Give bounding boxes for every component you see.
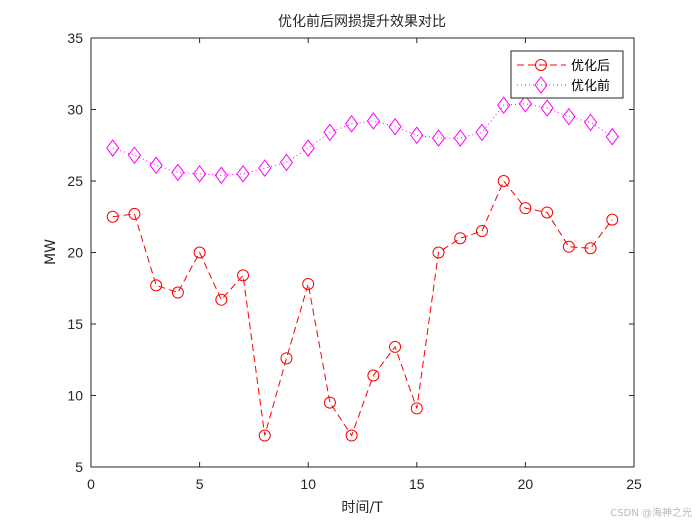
circle-marker-icon [280,352,293,365]
diamond-marker-icon [301,139,315,157]
diamond-marker-icon [534,76,548,94]
x-tick-label: 0 [87,476,95,492]
circle-marker-icon [541,206,554,219]
plot-area [90,37,635,468]
diamond-marker-icon [192,165,207,183]
diamond-marker-icon [236,165,250,183]
diamond-marker-icon [106,139,120,157]
x-tick-label: 20 [518,476,534,492]
circle-marker-icon [302,277,315,290]
legend-item: 优化后 [517,59,610,74]
circle-marker-icon [389,340,402,353]
y-axis-label: MW [43,239,59,265]
circle-marker-icon [193,246,206,259]
watermark: CSDN @海神之光 [610,508,692,519]
diamond-marker-icon [518,94,533,113]
diamond-marker-icon [345,114,359,133]
y-tick-label: 30 [67,102,83,118]
diamond-marker-icon [323,123,337,142]
circle-marker-icon [106,210,119,223]
diamond-marker-icon [475,123,489,142]
diamond-marker-icon [540,99,554,117]
x-tick-label: 10 [300,476,316,492]
legend-label: 优化前 [571,78,610,94]
diamond-marker-icon [279,153,294,172]
circle-marker-icon [237,269,250,282]
diamond-marker-icon [453,129,467,147]
legend-item: 优化前 [517,76,610,94]
x-tick-label: 5 [196,476,204,492]
circle-marker-icon [150,279,163,292]
diamond-marker-icon [431,129,446,147]
diamond-marker-icon [562,107,576,126]
circle-marker-icon [584,242,597,255]
diamond-marker-icon [583,113,598,132]
circle-marker-icon [128,207,141,220]
y-tick-label: 20 [67,245,83,261]
circle-marker-icon [606,213,619,226]
x-axis-label: 时间/T [341,500,383,516]
x-tick-label: 15 [409,476,425,492]
diamond-marker-icon [149,156,163,175]
y-tick-label: 15 [67,316,83,332]
circle-marker-icon [454,232,467,245]
y-tick-label: 5 [75,459,83,475]
circle-marker-icon [562,240,575,253]
diamond-marker-icon [410,126,424,145]
legend-label: 优化后 [571,59,610,74]
y-tick-label: 35 [67,30,83,46]
circle-marker-icon [367,369,380,382]
diamond-marker-icon [171,163,185,182]
circle-marker-icon [475,225,488,238]
y-tick-label: 10 [67,388,83,404]
y-tick-label: 25 [67,173,83,189]
circle-marker-icon [410,402,423,415]
chart-title: 优化前后网损提升效果对比 [278,13,446,30]
diamond-marker-icon [127,146,142,165]
circle-marker-icon [432,246,445,259]
diamond-marker-icon [388,117,402,136]
x-tick-label: 25 [626,476,642,492]
diamond-marker-icon [258,159,272,177]
circle-marker-icon [535,59,547,71]
legend-box [510,50,624,99]
series-layer [106,94,619,442]
circle-marker-icon [497,175,510,187]
circle-marker-icon [171,286,184,299]
diamond-marker-icon [366,112,380,130]
diamond-marker-icon [497,96,511,115]
series-after [106,175,619,442]
series-before [106,94,619,185]
circle-marker-icon [345,429,358,442]
circle-marker-icon [323,396,336,409]
diamond-marker-icon [214,166,228,185]
circle-marker-icon [519,202,532,215]
circle-marker-icon [258,429,271,442]
circle-marker-icon [215,293,228,306]
diamond-marker-icon [605,127,619,146]
